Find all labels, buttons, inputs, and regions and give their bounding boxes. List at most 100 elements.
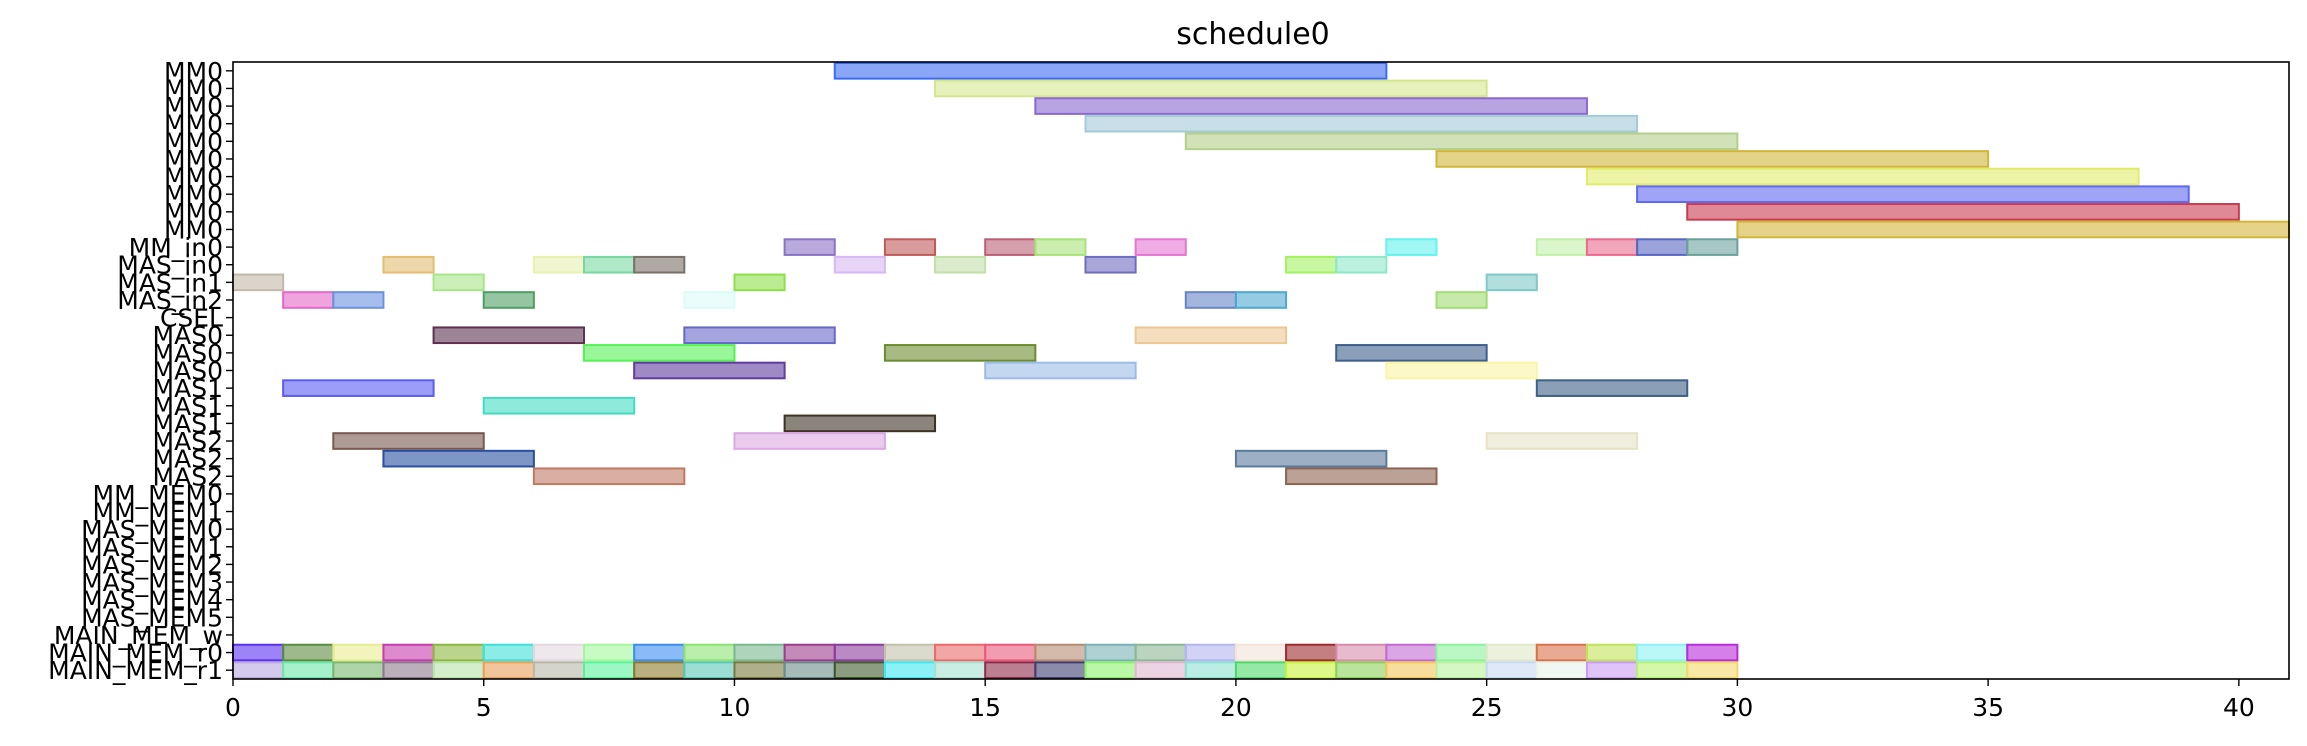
task-bar (1535, 379, 1689, 397)
task-bar (833, 62, 1388, 80)
y-tick-label: MM0 (164, 57, 223, 86)
task-bar (532, 661, 586, 679)
task-bar (883, 238, 937, 256)
y-tick-label: MAS_in0 (117, 251, 223, 280)
task-bar (482, 643, 535, 662)
task-bar (1485, 643, 1538, 662)
task-bar (1535, 238, 1588, 256)
task-bar (232, 643, 285, 662)
y-tick-label: MM0 (164, 74, 223, 103)
task-bar (934, 255, 987, 274)
task-bar (583, 344, 736, 362)
plot-area-frame (232, 61, 2290, 680)
task-bar (1585, 238, 1639, 256)
task-bar (232, 661, 285, 679)
y-tick-label: MAS2 (153, 445, 223, 474)
task-bar (382, 643, 435, 662)
task-bar (1285, 643, 1338, 662)
y-tick-label: MM_MEM1 (93, 498, 223, 527)
task-bar (1385, 661, 1438, 679)
y-tick-label: MAS_in2 (117, 286, 223, 315)
task-bar (984, 238, 1037, 256)
task-bar (1636, 661, 1689, 679)
task-bar (232, 273, 285, 292)
task-bar (1134, 238, 1187, 256)
task-bar (934, 643, 987, 662)
task-bar (1385, 238, 1438, 256)
task-bar (1285, 467, 1438, 486)
y-tick-label: MAS_MEM2 (81, 550, 223, 579)
task-bar (1686, 643, 1739, 662)
task-bar (733, 661, 786, 679)
task-bar (1184, 643, 1237, 662)
task-bar (432, 661, 485, 679)
task-bar (1585, 167, 2140, 186)
task-bar (1234, 661, 1288, 679)
task-bar (482, 396, 636, 415)
task-bar (1736, 220, 2290, 239)
task-bar (1234, 643, 1288, 662)
y-tick-label: MAS0 (153, 357, 223, 386)
y-tick-label: MAS_MEM5 (81, 603, 223, 632)
task-bar (382, 661, 435, 679)
task-bar (683, 661, 736, 679)
task-bar (1335, 661, 1388, 679)
x-tick-label: 10 (719, 693, 751, 722)
task-bar (1335, 255, 1388, 274)
task-bar (683, 643, 736, 662)
task-bar (1385, 361, 1538, 380)
task-bar (1435, 291, 1488, 309)
y-tick-label: MAS1 (153, 374, 223, 403)
x-tick-label: 40 (2223, 693, 2255, 722)
task-bar (1084, 661, 1137, 679)
y-tick-label: MAS_MEM4 (81, 586, 223, 615)
y-tick-label: MM0 (164, 198, 223, 227)
y-tick-label: MAS2 (153, 427, 223, 456)
task-bar (482, 661, 535, 679)
task-bars (232, 62, 2290, 679)
task-bar (332, 661, 385, 679)
x-tick-label: 25 (1471, 693, 1503, 722)
task-bar (1134, 661, 1187, 679)
task-bar (1636, 643, 1689, 662)
y-tick-label: MAS0 (153, 321, 223, 350)
y-tick-label: MAIN_MEM_w (54, 621, 223, 650)
task-bar (1184, 291, 1237, 309)
task-bar (332, 432, 485, 450)
y-tick-label: MAS1 (153, 392, 223, 421)
task-bar (1034, 661, 1087, 679)
task-bar (1184, 132, 1739, 151)
task-bar (432, 273, 485, 292)
task-bar (532, 255, 586, 274)
x-tick-label: 30 (1721, 693, 1753, 722)
task-bar (282, 379, 435, 397)
task-bar (1385, 643, 1438, 662)
task-bar (1335, 344, 1488, 362)
y-tick-label: MM0 (164, 92, 223, 121)
task-bar (733, 432, 886, 450)
x-tick-label: 35 (1972, 693, 2004, 722)
task-bar (1034, 643, 1087, 662)
y-tick-label: MAS0 (153, 339, 223, 368)
task-bar (934, 79, 1488, 98)
task-bar (1435, 643, 1488, 662)
x-tick-label: 20 (1220, 693, 1252, 722)
task-bar (1084, 114, 1639, 133)
y-tick-label: MM0 (164, 127, 223, 156)
x-tick-label: 5 (476, 693, 492, 722)
task-bar (683, 326, 836, 345)
task-bar (733, 643, 786, 662)
task-bar (382, 449, 535, 468)
task-bar (883, 661, 937, 679)
task-bar (783, 643, 836, 662)
task-bar (432, 643, 485, 662)
y-tick-label: MAS2 (153, 462, 223, 491)
x-tick-label: 15 (969, 693, 1001, 722)
task-bar (783, 414, 937, 433)
task-bar (1636, 185, 2190, 204)
task-bar (984, 661, 1037, 679)
y-tick-label: MM0 (164, 110, 223, 139)
task-bar (332, 291, 385, 309)
task-bar (833, 661, 886, 679)
task-bar (332, 643, 385, 662)
